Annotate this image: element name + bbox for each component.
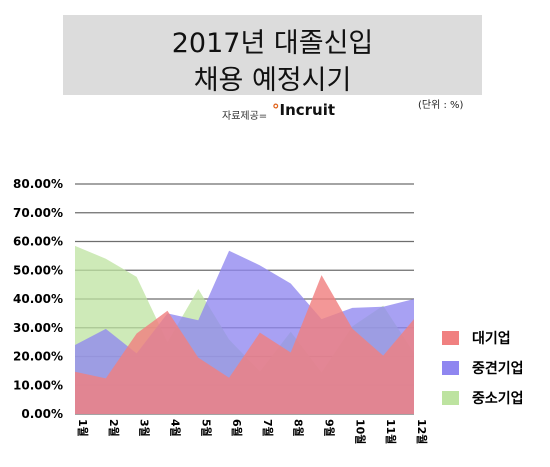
x-tick-label: 12월 xyxy=(415,419,429,444)
x-tick-label: 9월 xyxy=(323,419,337,437)
legend-swatch xyxy=(442,361,459,375)
y-tick-label: 80.00% xyxy=(13,177,63,191)
x-tick-label: 1월 xyxy=(76,419,90,437)
logo-text: Incruit xyxy=(279,101,336,119)
y-tick-label: 0.00% xyxy=(21,407,63,421)
y-tick-label: 60.00% xyxy=(13,235,63,249)
incruit-logo: °Incruit xyxy=(272,101,335,119)
legend-label: 중견기업 xyxy=(472,361,524,377)
legend-swatch xyxy=(442,391,459,405)
series-layer xyxy=(75,245,414,414)
x-tick-label: 2월 xyxy=(107,419,121,437)
y-tick-label: 20.00% xyxy=(13,350,63,364)
x-tick-label: 3월 xyxy=(138,419,152,437)
x-tick-label: 4월 xyxy=(168,419,182,437)
legend-item: 중소기업 xyxy=(442,388,550,408)
x-tick-label: 6월 xyxy=(230,419,244,437)
y-tick-label: 30.00% xyxy=(13,321,63,335)
source-label: 자료제공= xyxy=(222,111,268,122)
y-tick-label: 50.00% xyxy=(13,263,63,277)
y-axis-ticks: 0.00% 10.00% 20.00% 30.00% 40.00% 50.00% 60.00… xyxy=(13,177,63,421)
legend-swatch xyxy=(442,331,459,345)
legend-item: 중견기업 xyxy=(442,358,550,378)
logo-dot-icon: ° xyxy=(272,101,280,119)
x-tick-label: 8월 xyxy=(292,419,306,437)
legend-label: 중소기업 xyxy=(472,391,524,407)
unit-label: (단위 : %) xyxy=(418,100,464,111)
legend-item: 대기업 xyxy=(442,328,550,348)
legend-label: 대기업 xyxy=(472,331,511,347)
title-box: 2017년 대졸신입 채용 예정시기 xyxy=(63,15,482,96)
chart-title-line1: 2017년 대졸신입 xyxy=(171,28,374,59)
y-tick-label: 40.00% xyxy=(13,292,63,306)
chart-title-line2: 채용 예정시기 xyxy=(193,65,352,96)
area-series-1 xyxy=(75,275,414,414)
x-tick-label: 5월 xyxy=(199,419,213,437)
x-tick-label: 11월 xyxy=(384,419,398,444)
y-tick-label: 70.00% xyxy=(13,206,63,220)
x-tick-label: 10월 xyxy=(353,419,367,444)
y-tick-label: 10.00% xyxy=(13,378,63,392)
x-tick-label: 7월 xyxy=(261,419,275,437)
x-axis-ticks: 1월 2월 3월 4월 5월 6월 7월 8월 9월 10월 11월 12월 xyxy=(76,419,429,444)
